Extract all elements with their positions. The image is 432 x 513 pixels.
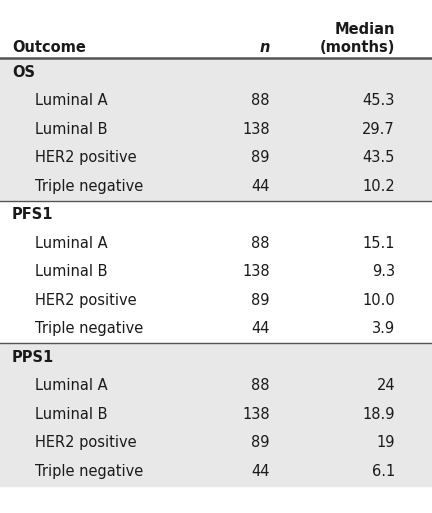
Text: 6.1: 6.1: [372, 464, 395, 479]
Text: Median
(months): Median (months): [320, 23, 395, 55]
Text: 24: 24: [376, 378, 395, 393]
Text: Triple negative: Triple negative: [35, 179, 143, 194]
Text: 10.2: 10.2: [362, 179, 395, 194]
Text: Luminal B: Luminal B: [35, 407, 108, 422]
Bar: [0, 58, 432, 201]
Text: PPS1: PPS1: [12, 350, 54, 365]
Text: 44: 44: [251, 321, 270, 336]
Text: Triple negative: Triple negative: [35, 464, 143, 479]
Text: 43.5: 43.5: [362, 150, 395, 165]
Text: 15.1: 15.1: [362, 236, 395, 251]
Text: 138: 138: [242, 407, 270, 422]
Text: Outcome: Outcome: [12, 41, 86, 55]
Text: Triple negative: Triple negative: [35, 321, 143, 336]
Text: 88: 88: [251, 378, 270, 393]
Text: PFS1: PFS1: [12, 207, 54, 222]
Text: 10.0: 10.0: [362, 293, 395, 308]
Text: 44: 44: [251, 179, 270, 194]
Text: Luminal B: Luminal B: [35, 264, 108, 279]
Text: Luminal B: Luminal B: [35, 122, 108, 137]
Text: 19: 19: [377, 435, 395, 450]
Text: 89: 89: [251, 435, 270, 450]
Bar: [0, 0, 432, 58]
Text: HER2 positive: HER2 positive: [35, 293, 137, 308]
Text: Luminal A: Luminal A: [35, 93, 108, 108]
Text: n: n: [260, 41, 270, 55]
Text: HER2 positive: HER2 positive: [35, 435, 137, 450]
Bar: [0, 343, 432, 485]
Bar: [0, 201, 432, 343]
Text: 18.9: 18.9: [362, 407, 395, 422]
Text: 3.9: 3.9: [372, 321, 395, 336]
Text: 44: 44: [251, 464, 270, 479]
Text: Luminal A: Luminal A: [35, 236, 108, 251]
Text: 29.7: 29.7: [362, 122, 395, 137]
Text: 138: 138: [242, 122, 270, 137]
Text: 88: 88: [251, 236, 270, 251]
Text: 88: 88: [251, 93, 270, 108]
Text: 89: 89: [251, 150, 270, 165]
Text: OS: OS: [12, 65, 35, 80]
Text: 89: 89: [251, 293, 270, 308]
Text: HER2 positive: HER2 positive: [35, 150, 137, 165]
Text: 45.3: 45.3: [362, 93, 395, 108]
Text: 138: 138: [242, 264, 270, 279]
Text: 9.3: 9.3: [372, 264, 395, 279]
Text: Luminal A: Luminal A: [35, 378, 108, 393]
